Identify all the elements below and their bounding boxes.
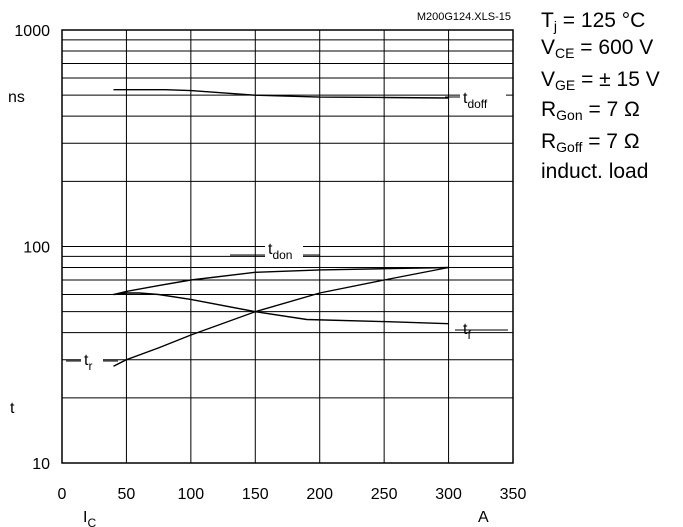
series-line-doff <box>113 88 449 99</box>
series-name-r: tr <box>84 352 92 373</box>
x-tick-label: 100 <box>178 486 205 503</box>
series-label-f: tf <box>455 321 508 342</box>
series-name-doff: tdoff <box>463 90 488 111</box>
series-label-doff: tdoff <box>445 87 506 111</box>
x-axis-unit: A <box>478 509 489 526</box>
y-tick-label: 10 <box>32 456 50 473</box>
series-name-don: tdon <box>268 241 292 262</box>
condition-vce: VCE = 600 V <box>541 36 654 61</box>
y-axis-label: t <box>10 400 15 417</box>
condition-rgoff: RGoff = 7 Ω <box>541 130 640 155</box>
y-axis-unit: ns <box>8 89 25 106</box>
x-tick-label: 0 <box>58 486 67 503</box>
curves <box>113 88 449 367</box>
condition-load: induct. load <box>541 160 649 183</box>
plot-frame <box>61 29 514 464</box>
label-bg-don <box>265 238 303 260</box>
label-bg-r <box>81 349 103 371</box>
x-tick-label: 300 <box>435 486 462 503</box>
series-line-r <box>113 266 449 367</box>
condition-tj: Tj = 125 °C <box>541 9 646 34</box>
y-tick-label: 1000 <box>14 23 50 40</box>
watermark: M200G124.XLS-15 <box>417 11 511 23</box>
y-tick-label: 100 <box>23 240 50 257</box>
x-tick-label: 200 <box>306 486 333 503</box>
condition-vge: VGE = ± 15 V <box>541 68 660 93</box>
series-line-don <box>113 266 449 296</box>
x-axis-label: IC <box>83 509 96 527</box>
condition-rgon: RGon = 7 Ω <box>541 98 640 123</box>
series-line-f <box>113 292 449 325</box>
labels: 0 50 100 150 200 250 300 350 10 100 1000 tdoff tdon t… <box>14 23 526 503</box>
series-name-f: tf <box>463 321 471 342</box>
series-label-don: tdon <box>230 238 320 262</box>
series-label-r: tr <box>66 349 118 373</box>
x-tick-label: 50 <box>118 486 136 503</box>
label-bg-doff <box>460 87 506 109</box>
x-tick-label: 350 <box>500 486 527 503</box>
x-tick-label: 150 <box>242 486 269 503</box>
x-tick-label: 250 <box>371 486 398 503</box>
